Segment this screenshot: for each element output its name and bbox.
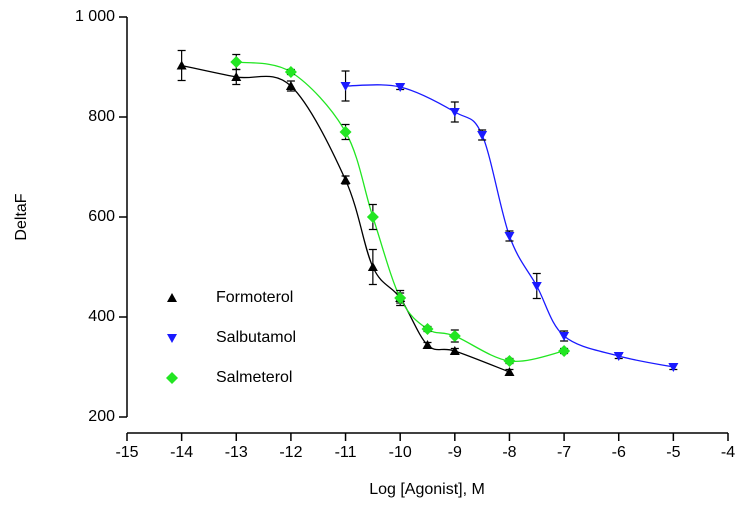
data-point bbox=[230, 56, 243, 68]
data-point bbox=[477, 131, 488, 140]
x-tick-label: -13 bbox=[225, 444, 248, 461]
x-tick-label: -9 bbox=[448, 444, 462, 461]
legend-label: Salbutamol bbox=[216, 329, 296, 346]
data-point bbox=[285, 81, 296, 90]
fit-curve bbox=[345, 84, 674, 368]
y-tick-label: 200 bbox=[88, 408, 115, 425]
data-point bbox=[421, 323, 434, 335]
x-tick-label: -6 bbox=[612, 444, 626, 461]
y-tick-label: 600 bbox=[88, 208, 115, 225]
data-point bbox=[504, 367, 515, 376]
x-tick-label: -12 bbox=[279, 444, 302, 461]
data-point bbox=[339, 126, 352, 138]
legend-label: Formoterol bbox=[216, 289, 293, 306]
y-axis-label: DeltaF bbox=[13, 193, 30, 240]
data-point bbox=[668, 363, 679, 372]
data-point bbox=[366, 211, 379, 223]
data-point bbox=[395, 83, 406, 92]
x-axis-label: Log [Agonist], M bbox=[369, 481, 485, 498]
data-point bbox=[449, 108, 460, 117]
data-point bbox=[531, 282, 542, 291]
legend-marker bbox=[166, 372, 178, 384]
x-tick-label: -15 bbox=[115, 444, 138, 461]
y-tick-label: 1 000 bbox=[75, 8, 115, 25]
x-tick-label: -8 bbox=[502, 444, 516, 461]
legend-marker bbox=[167, 334, 177, 343]
data-point bbox=[176, 60, 187, 70]
fit-curve bbox=[236, 61, 565, 363]
data-point bbox=[448, 330, 461, 342]
legend-marker bbox=[167, 293, 177, 302]
x-tick-label: -14 bbox=[170, 444, 193, 461]
data-point bbox=[422, 340, 433, 349]
x-tick-label: -4 bbox=[721, 444, 735, 461]
data-point bbox=[367, 262, 378, 271]
data-point bbox=[340, 175, 351, 184]
data-point bbox=[449, 346, 460, 355]
data-point bbox=[504, 232, 515, 241]
x-tick-label: -10 bbox=[389, 444, 412, 461]
x-tick-label: -7 bbox=[557, 444, 571, 461]
x-tick-label: -11 bbox=[335, 444, 357, 461]
y-tick-label: 800 bbox=[88, 108, 115, 125]
data-point bbox=[503, 355, 516, 367]
y-tick-label: 400 bbox=[88, 308, 115, 325]
x-tick-label: -5 bbox=[666, 444, 680, 461]
data-point bbox=[394, 292, 407, 304]
data-point bbox=[231, 72, 242, 81]
data-point bbox=[558, 345, 571, 357]
legend-label: Salmeterol bbox=[216, 369, 292, 386]
data-point bbox=[340, 82, 351, 91]
data-point bbox=[613, 352, 624, 361]
data-point bbox=[559, 332, 570, 341]
data-point bbox=[284, 66, 297, 78]
fit-curve bbox=[181, 64, 510, 373]
